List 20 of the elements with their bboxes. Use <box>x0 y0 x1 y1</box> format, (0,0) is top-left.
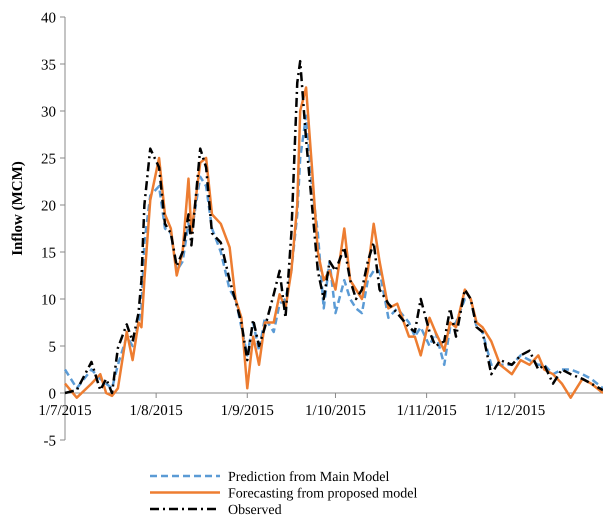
legend-label: Forecasting from proposed model <box>228 486 418 502</box>
y-tick-label: 0 <box>48 386 56 402</box>
y-tick-label: 30 <box>41 104 56 120</box>
x-tick-label: 1/12/2015 <box>484 403 546 419</box>
y-tick-label: 20 <box>41 198 56 214</box>
legend-label: Prediction from Main Model <box>228 470 390 485</box>
y-tick-label: -5 <box>44 433 56 450</box>
y-tick-label: 15 <box>41 245 56 262</box>
y-axis-title: Inflow (MCM) <box>10 161 26 256</box>
x-tick-label: 1/9/2015 <box>220 403 274 419</box>
x-tick-label: 1/11/2015 <box>396 403 457 419</box>
y-tick-label: 40 <box>41 10 56 26</box>
x-tick-label: 1/7/2015 <box>38 403 92 419</box>
y-tick-label: 25 <box>41 151 56 168</box>
y-tick-label: 10 <box>41 292 56 308</box>
y-tick-label: 35 <box>41 57 56 74</box>
y-tick-label: 5 <box>48 339 56 356</box>
legend-label: Observed <box>228 502 282 515</box>
x-tick-label: 1/10/2015 <box>305 403 366 419</box>
x-tick-label: 1/8/2015 <box>129 403 183 419</box>
